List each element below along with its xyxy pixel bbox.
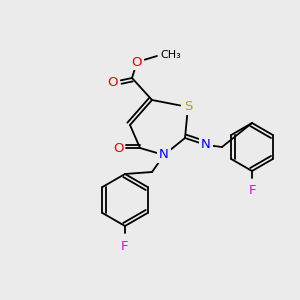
Text: O: O [113, 142, 123, 154]
Text: F: F [248, 184, 256, 197]
Text: F: F [121, 239, 129, 253]
Text: O: O [108, 76, 118, 88]
Text: N: N [201, 139, 211, 152]
Text: N: N [159, 148, 169, 161]
Text: CH₃: CH₃ [160, 50, 181, 60]
Text: S: S [184, 100, 192, 113]
Text: O: O [132, 56, 142, 68]
